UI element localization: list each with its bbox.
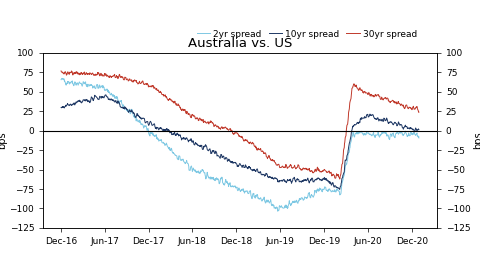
Line: 30yr spread: 30yr spread: [61, 71, 419, 179]
Legend: 2yr spread, 10yr spread, 30yr spread: 2yr spread, 10yr spread, 30yr spread: [193, 26, 420, 42]
Y-axis label: bps: bps: [473, 132, 480, 149]
Line: 2yr spread: 2yr spread: [61, 78, 419, 211]
Title: Australia vs. US: Australia vs. US: [188, 37, 292, 50]
Line: 10yr spread: 10yr spread: [61, 95, 419, 189]
Y-axis label: bps: bps: [0, 132, 7, 149]
